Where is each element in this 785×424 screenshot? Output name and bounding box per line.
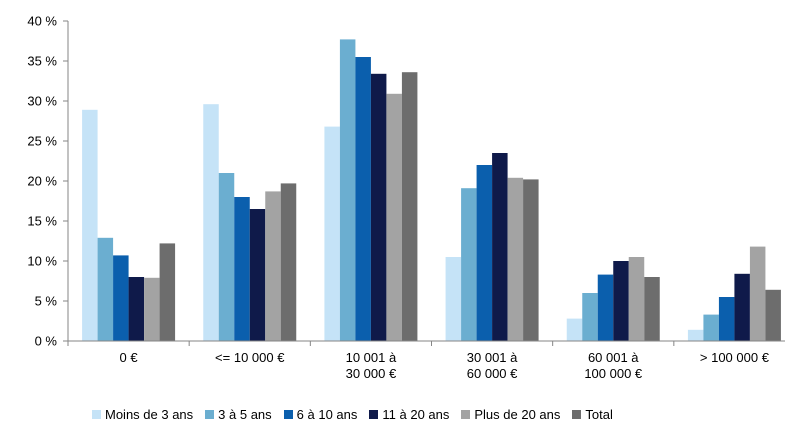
legend-label: 6 à 10 ans	[296, 406, 358, 422]
bar	[324, 126, 340, 341]
x-tick-label-line: 60 001 à	[588, 350, 639, 365]
bar	[597, 274, 614, 341]
bar	[113, 255, 129, 341]
legend-swatch	[461, 409, 471, 419]
bar	[461, 188, 477, 341]
x-tick-label-line: 60 000 €	[467, 366, 518, 381]
bars	[82, 39, 781, 342]
bar	[628, 257, 645, 341]
bar	[339, 39, 356, 342]
bar	[234, 197, 250, 341]
legend-swatch	[205, 409, 215, 419]
legend-swatch	[283, 409, 293, 419]
legend-item: 3 à 5 ans	[205, 407, 272, 422]
bar	[582, 293, 598, 341]
bar-chart: 0 % 5 % 10 % 15 % 20 % 25 % 30 % 35 % 40 % 0 € <=…	[27, 14, 785, 381]
x-tick-label: 0 €	[120, 350, 139, 365]
x-tick-label-line: 100 000 €	[584, 366, 643, 381]
x-tick-label-line: > 100 000 €	[700, 350, 770, 365]
bar	[687, 329, 704, 341]
bar	[97, 237, 114, 341]
bar	[749, 246, 766, 341]
x-tick-label-line: <= 10 000 €	[215, 350, 285, 365]
legend-item: Plus de 20 ans	[461, 407, 560, 422]
y-tick-label: 10 %	[27, 254, 57, 269]
y-tick-label: 25 %	[27, 134, 57, 149]
legend-label: Total	[585, 406, 613, 422]
legend-label: Plus de 20 ans	[474, 406, 561, 422]
bar	[718, 297, 735, 341]
bar	[159, 243, 176, 341]
x-tick-label: 60 001 à 100 000 €	[584, 350, 643, 381]
y-tick-label: 5 %	[35, 294, 58, 309]
legend-item: Moins de 3 ans	[92, 407, 193, 422]
x-tick-label: > 100 000 €	[700, 350, 770, 365]
y-tick-label: 30 %	[27, 94, 57, 109]
x-tick-label: <= 10 000 €	[215, 350, 285, 365]
y-tick-label: 40 %	[27, 14, 57, 29]
y-tick-label: 35 %	[27, 54, 57, 69]
bar	[265, 191, 281, 341]
y-axis: 0 % 5 % 10 % 15 % 20 % 25 % 30 % 35 % 40 %	[27, 14, 69, 349]
bar	[734, 273, 750, 341]
bar	[355, 57, 371, 341]
y-tick-label: 15 %	[27, 214, 57, 229]
bar	[523, 179, 539, 341]
x-tick-label: 30 001 à 60 000 €	[467, 350, 518, 381]
legend-swatch	[369, 409, 379, 419]
bar	[280, 183, 297, 341]
bar	[476, 165, 493, 341]
legend-label: Moins de 3 ans	[105, 406, 194, 422]
x-tick-label-line: 10 001 à	[346, 350, 397, 365]
x-axis: 0 € <= 10 000 €10 001 à 30 000 €30 001 à 60…	[67, 340, 785, 381]
bar	[492, 153, 508, 341]
x-tick-label: 10 001 à 30 000 €	[346, 350, 397, 381]
bar	[765, 289, 781, 341]
legend-label: 3 à 5 ans	[218, 406, 272, 422]
legend-swatch	[92, 409, 101, 419]
legend-item: 6 à 10 ans	[283, 406, 358, 422]
legend-swatch	[572, 409, 582, 419]
x-tick-label-line: 30 001 à	[467, 350, 518, 365]
bar	[703, 314, 719, 341]
legend-item: 11 à 20 ans	[369, 407, 449, 422]
legend: Moins de 3 ans 3 à 5 ans 6 à 10 ans 11 à 20…	[92, 405, 625, 423]
x-tick-label-line: 30 000 €	[346, 366, 397, 381]
bar	[386, 93, 402, 341]
bar	[128, 277, 145, 341]
bar	[218, 173, 235, 341]
bar	[644, 277, 660, 341]
bar	[566, 318, 583, 341]
bar	[203, 104, 219, 341]
legend-label: 11 à 20 ans	[382, 406, 450, 422]
y-tick-label: 0 %	[35, 334, 58, 349]
bar	[401, 72, 418, 341]
bar	[613, 261, 629, 341]
legend-item: Total	[572, 406, 613, 422]
x-tick-label-line: 0 €	[120, 350, 139, 365]
bar	[82, 109, 98, 341]
bar	[370, 73, 387, 342]
bar	[507, 177, 524, 341]
bar	[445, 257, 462, 341]
bar	[249, 209, 266, 341]
y-tick-label: 20 %	[27, 174, 57, 189]
bar	[144, 277, 160, 341]
